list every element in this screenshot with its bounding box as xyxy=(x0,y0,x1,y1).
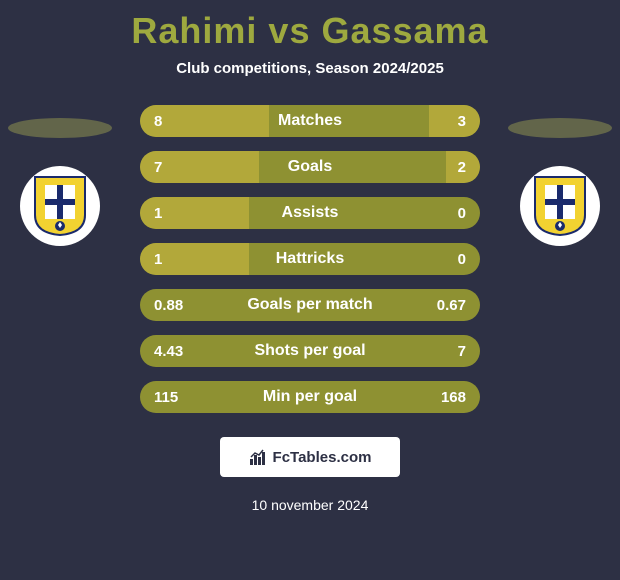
stat-row: 7 Goals 2 xyxy=(140,151,480,183)
shadow-ellipse-right xyxy=(508,118,612,138)
stat-row: 0.88 Goals per match 0.67 xyxy=(140,289,480,321)
stat-row: 8 Matches 3 xyxy=(140,105,480,137)
stat-value-right: 0.67 xyxy=(437,297,466,314)
stat-value-left: 115 xyxy=(154,389,178,406)
stat-label: Assists xyxy=(282,204,339,222)
stat-label: Min per goal xyxy=(263,388,357,406)
bar-fill-right xyxy=(429,105,480,137)
shield-icon xyxy=(33,175,87,237)
stat-label: Shots per goal xyxy=(254,342,365,360)
stat-value-right: 168 xyxy=(441,389,466,406)
stat-value-left: 1 xyxy=(154,251,162,268)
stat-label: Goals per match xyxy=(247,296,372,314)
brand-text: FcTables.com xyxy=(273,449,372,466)
stat-row: 115 Min per goal 168 xyxy=(140,381,480,413)
stat-value-right: 0 xyxy=(458,205,466,222)
stat-value-right: 2 xyxy=(458,159,466,176)
shadow-ellipse-left xyxy=(8,118,112,138)
stat-row: 1 Hattricks 0 xyxy=(140,243,480,275)
stat-value-left: 0.88 xyxy=(154,297,183,314)
club-badge-left xyxy=(20,166,100,246)
stat-label: Goals xyxy=(288,158,332,176)
stat-value-right: 3 xyxy=(458,113,466,130)
player-right-badge-wrap xyxy=(500,118,620,246)
footer-date: 10 november 2024 xyxy=(0,497,620,513)
stat-value-left: 7 xyxy=(154,159,162,176)
infographic-container: Rahimi vs Gassama Club competitions, Sea… xyxy=(0,0,620,580)
stats-bars: 8 Matches 3 7 Goals 2 1 Assists 0 1 Hattricks 0 0.88… xyxy=(140,105,480,413)
stat-row: 1 Assists 0 xyxy=(140,197,480,229)
player-left-badge-wrap xyxy=(0,118,120,246)
page-subtitle: Club competitions, Season 2024/2025 xyxy=(0,60,620,77)
stat-value-left: 1 xyxy=(154,205,162,222)
stat-value-left: 8 xyxy=(154,113,162,130)
stat-label: Hattricks xyxy=(276,250,344,268)
stat-value-right: 0 xyxy=(458,251,466,268)
stat-value-left: 4.43 xyxy=(154,343,183,360)
shield-icon xyxy=(533,175,587,237)
brand-card: FcTables.com xyxy=(220,437,400,477)
chart-icon xyxy=(249,448,267,466)
stat-row: 4.43 Shots per goal 7 xyxy=(140,335,480,367)
stat-label: Matches xyxy=(278,112,342,130)
page-title: Rahimi vs Gassama xyxy=(0,10,620,52)
club-badge-right xyxy=(520,166,600,246)
stat-value-right: 7 xyxy=(458,343,466,360)
